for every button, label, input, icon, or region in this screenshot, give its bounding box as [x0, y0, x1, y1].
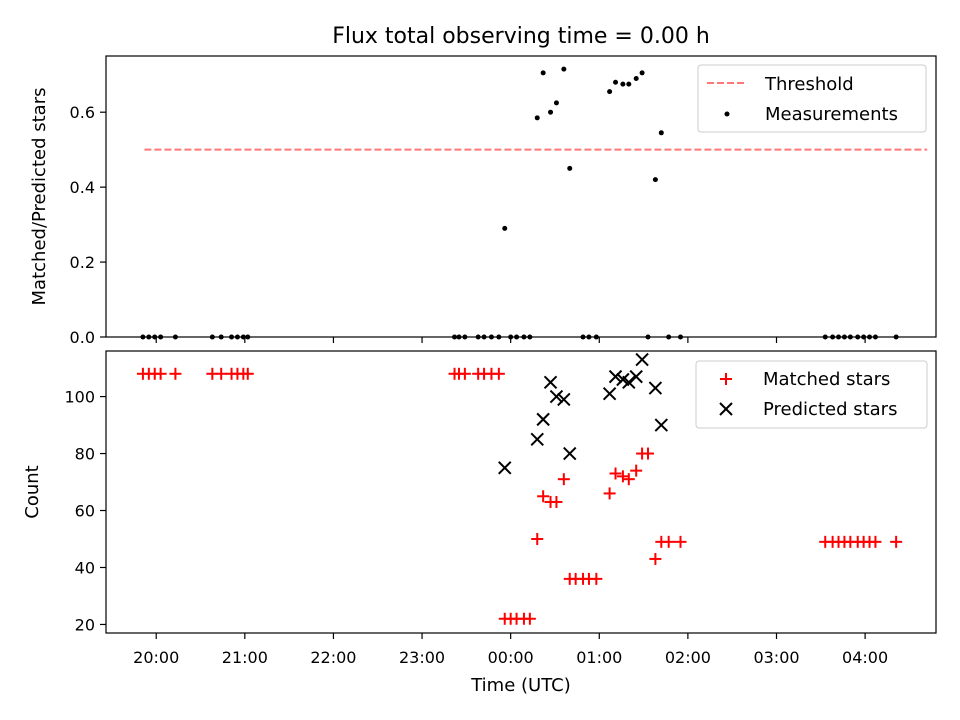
x-tick-label: 03:00 [753, 648, 799, 667]
measurement-point [607, 89, 613, 95]
matched-star-point [590, 572, 603, 585]
bottom-panel: 20:00 21:00 22:00 23:00 00:00 01:00 02:00 03:00… [22, 350, 937, 696]
bottom-y-ticks: 20 40 60 80 100 [64, 388, 106, 634]
bottom-axes-frame [105, 350, 937, 634]
legend-matched-label: Matched stars [763, 369, 890, 390]
top-axes-frame [105, 55, 937, 338]
matched-star-point [603, 487, 616, 500]
measurement-point [561, 66, 567, 72]
x-tick-label: 21:00 [222, 648, 268, 667]
predicted-star-point [648, 381, 663, 395]
top-x-ticks [155, 337, 866, 343]
x-tick-label: 22:00 [310, 648, 356, 667]
matched-star-point [154, 367, 167, 380]
top-y-ticks: 0.0 0.2 0.4 0.6 [70, 103, 106, 347]
matched-star-point [458, 367, 471, 380]
matched-star-point [616, 470, 629, 483]
matched-star-point [662, 535, 675, 548]
predicted-star-point [536, 412, 550, 427]
matched-star-point [492, 367, 505, 380]
matched-star-point [523, 612, 536, 625]
legend-matched-marker [720, 373, 732, 385]
matched-star-point [241, 367, 254, 380]
matched-star-point [642, 447, 655, 460]
measurement-point [620, 81, 626, 87]
bottom-x-ticks: 20:00 21:00 22:00 23:00 00:00 01:00 02:00 03:00… [133, 633, 888, 667]
x-tick-label: 20:00 [133, 648, 179, 667]
matched-star-point [869, 535, 882, 548]
legend-measurements-marker [724, 111, 730, 117]
measurement-point [613, 79, 619, 85]
y-tick-label: 0.6 [70, 103, 95, 122]
measurement-point [633, 75, 639, 81]
predicted-star-point [557, 392, 571, 407]
predicted-star-point [563, 446, 577, 461]
top-legend-box [697, 64, 927, 133]
top-panel: 0.0 0.2 0.4 0.6 Matched/Predicted stars Thr… [29, 55, 937, 347]
x-tick-label: 01:00 [576, 648, 622, 667]
measurement-point [658, 130, 664, 136]
predicted-star-point [629, 369, 643, 384]
measurement-point [502, 225, 508, 231]
x-tick-label: 00:00 [488, 648, 534, 667]
bottom-legend: Matched stars Predicted stars [695, 360, 928, 429]
legend-predicted-marker [719, 402, 733, 416]
predicted-star-point [498, 461, 512, 475]
predicted-star-point [635, 352, 649, 367]
y-tick-label: 40 [75, 558, 95, 577]
matched-star-point [215, 367, 228, 380]
matched-star-point [630, 464, 643, 477]
legend-threshold-label: Threshold [764, 74, 854, 95]
matched-star-point [674, 535, 687, 548]
y-tick-label: 0.4 [70, 178, 95, 197]
predicted-star-point [543, 375, 558, 390]
measurement-point [639, 70, 645, 76]
matched-star-point [890, 535, 903, 548]
measurement-point [553, 100, 559, 106]
matched-star-point [622, 473, 635, 486]
predicted-star-point [608, 369, 623, 384]
matched-star-point [531, 533, 544, 545]
x-axis-label: Time (UTC) [470, 675, 571, 696]
measurement-point [567, 165, 573, 171]
bottom-plot-area [136, 352, 903, 625]
y-tick-label: 0.2 [70, 253, 95, 272]
x-tick-label: 02:00 [665, 648, 711, 667]
matched-star-point [537, 490, 550, 503]
top-y-axis-label: Matched/Predicted stars [29, 88, 50, 306]
measurement-point [626, 81, 632, 87]
predicted-star-point [549, 389, 564, 404]
matched-star-point [550, 495, 563, 508]
chart-title: Flux total observing time = 0.00 h [332, 24, 710, 49]
matched-star-point [649, 552, 662, 565]
predicted-star-point [602, 387, 617, 401]
matched-star-point [557, 473, 570, 486]
top-legend: Threshold Measurements [697, 64, 927, 133]
bottom-legend-box [695, 360, 928, 429]
legend-measurements-label: Measurements [765, 104, 898, 125]
y-tick-label: 60 [75, 502, 95, 521]
measurement-point [540, 70, 546, 76]
matched-star-point [609, 467, 622, 480]
y-tick-label: 100 [64, 388, 95, 407]
measurement-point [534, 115, 540, 121]
predicted-star-point [530, 432, 544, 447]
bottom-y-axis-label: Count [22, 465, 43, 518]
y-tick-label: 0.0 [70, 328, 95, 347]
x-tick-label: 04:00 [842, 648, 888, 667]
predicted-star-point [654, 418, 669, 432]
predicted-star-point [622, 375, 636, 390]
y-tick-label: 20 [75, 615, 95, 634]
legend-predicted-label: Predicted stars [763, 399, 897, 420]
x-tick-label: 23:00 [399, 648, 445, 667]
matched-star-point [169, 367, 182, 380]
y-tick-label: 80 [75, 445, 95, 464]
measurement-point [652, 177, 658, 183]
measurement-point [548, 109, 554, 115]
